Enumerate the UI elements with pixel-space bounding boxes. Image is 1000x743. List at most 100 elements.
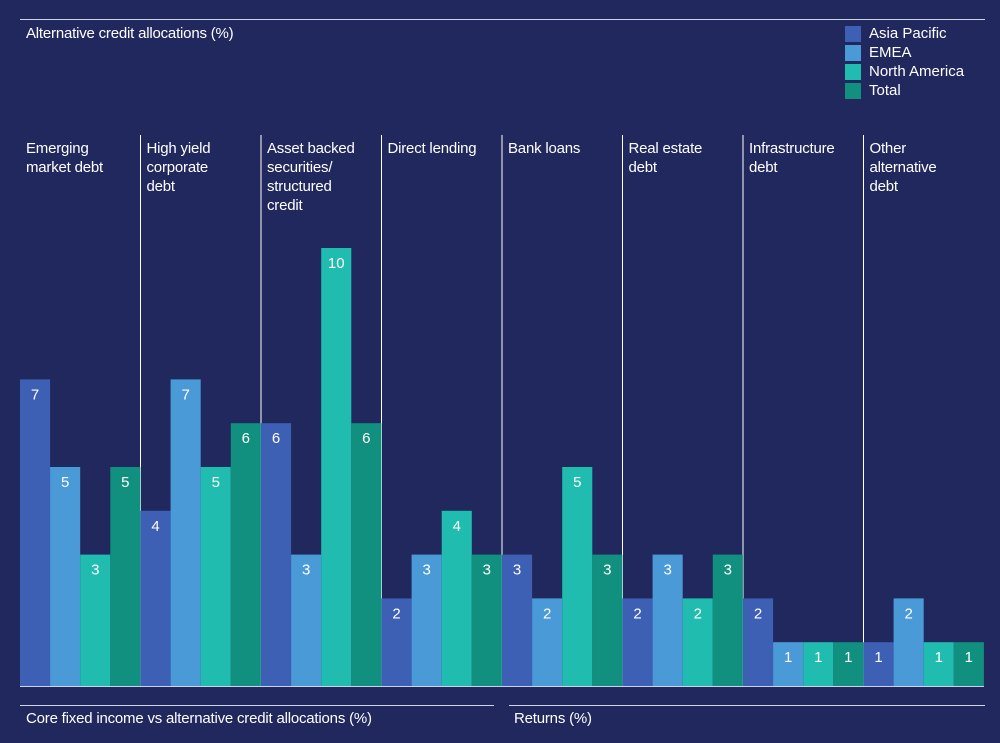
category-label-line: debt	[629, 159, 658, 176]
value-label-emerging-market-debt-emea: 5	[61, 474, 69, 491]
footer-left-title: Core fixed income vs alternative credit …	[26, 710, 372, 727]
category-label-line: Direct lending	[388, 140, 477, 157]
bar-emerging-market-debt-asia-pacific	[20, 379, 51, 686]
legend-label-emea: EMEA	[869, 44, 912, 61]
legend-label-asia-pacific: Asia Pacific	[869, 25, 947, 42]
category-label-line: structured	[267, 178, 332, 195]
category-label-asset-backed-securities-structured-credit: Asset backed securities/structured credit	[267, 140, 355, 214]
category-label-line: corporate	[147, 159, 209, 176]
bar-emerging-market-debt-total	[110, 467, 141, 686]
value-label-high-yield-corporate-debt-asia-pacific: 4	[151, 518, 159, 535]
category-label-line: debt	[749, 159, 778, 176]
category-label-other-alternative-debt: Other alternative debt	[870, 140, 937, 195]
chart-title: Alternative credit allocations (%)	[26, 25, 234, 42]
category-label-line: Real estate	[629, 140, 703, 157]
legend-label-total: Total	[869, 82, 901, 99]
value-label-real-estate-debt-total: 3	[724, 562, 732, 579]
value-label-other-alternative-debt-asia-pacific: 1	[874, 649, 882, 666]
bar-real-estate-debt-total	[712, 554, 743, 686]
category-label-line: Asset backed	[267, 140, 355, 157]
bar-real-estate-debt-asia-pacific	[622, 598, 653, 686]
bar-asset-backed-securities-structured-credit-emea	[291, 554, 322, 686]
value-label-real-estate-debt-north-america: 2	[694, 605, 702, 622]
bar-high-yield-corporate-debt-asia-pacific	[140, 510, 171, 686]
bar-asset-backed-securities-structured-credit-asia-pacific	[261, 423, 292, 686]
value-label-real-estate-debt-emea: 3	[663, 562, 671, 579]
bar-high-yield-corporate-debt-total	[230, 423, 261, 686]
legend-swatch-asia-pacific	[845, 25, 861, 42]
bar-high-yield-corporate-debt-north-america	[200, 467, 231, 686]
category-label-line: market debt	[26, 159, 104, 176]
bar-emerging-market-debt-north-america	[80, 554, 111, 686]
bar-direct-lending-total	[471, 554, 502, 686]
bar-other-alternative-debt-asia-pacific	[863, 642, 894, 686]
value-label-direct-lending-north-america: 4	[453, 518, 461, 535]
bar-infrastructure-debt-asia-pacific	[743, 598, 774, 686]
category-label-line: Infrastructure	[749, 140, 835, 157]
category-label-direct-lending: Direct lending	[388, 140, 477, 157]
footer-left-rule	[20, 705, 494, 706]
value-label-asset-backed-securities-structured-credit-total: 6	[362, 430, 370, 447]
value-label-high-yield-corporate-debt-north-america: 5	[212, 474, 220, 491]
value-label-other-alternative-debt-total: 1	[965, 649, 973, 666]
legend-item-north-america: North America	[845, 62, 964, 81]
value-label-emerging-market-debt-north-america: 3	[91, 562, 99, 579]
bar-asset-backed-securities-structured-credit-north-america	[321, 248, 352, 686]
category-label-line: High yield	[147, 140, 211, 157]
bar-direct-lending-asia-pacific	[381, 598, 412, 686]
category-label-line: Bank loans	[508, 140, 580, 157]
legend-item-total: Total	[845, 81, 964, 100]
value-label-direct-lending-asia-pacific: 2	[392, 605, 400, 622]
legend-item-emea: EMEA	[845, 43, 964, 62]
value-label-infrastructure-debt-emea: 1	[784, 649, 792, 666]
category-label-line: Other	[870, 140, 907, 157]
bar-bank-loans-asia-pacific	[502, 554, 533, 686]
category-label-line: credit	[267, 197, 304, 214]
bar-asset-backed-securities-structured-credit-total	[351, 423, 382, 686]
bar-infrastructure-debt-emea	[773, 642, 804, 686]
category-label-line: debt	[147, 178, 176, 195]
bar-other-alternative-debt-total	[953, 642, 984, 686]
bar-bank-loans-north-america	[562, 467, 593, 686]
bar-real-estate-debt-north-america	[682, 598, 713, 686]
legend-label-north-america: North America	[869, 63, 965, 80]
value-label-real-estate-debt-asia-pacific: 2	[633, 605, 641, 622]
bar-direct-lending-north-america	[441, 510, 472, 686]
value-label-emerging-market-debt-total: 5	[121, 474, 129, 491]
value-label-asset-backed-securities-structured-credit-emea: 3	[302, 562, 310, 579]
legend: Asia Pacific EMEA North America Total	[845, 24, 964, 100]
bar-other-alternative-debt-north-america	[923, 642, 954, 686]
category-label-line: alternative	[870, 159, 937, 176]
bar-direct-lending-emea	[411, 554, 442, 686]
legend-item-asia-pacific: Asia Pacific	[845, 24, 964, 43]
value-label-bank-loans-asia-pacific: 3	[513, 562, 521, 579]
value-label-asset-backed-securities-structured-credit-asia-pacific: 6	[272, 430, 280, 447]
value-label-infrastructure-debt-asia-pacific: 2	[754, 605, 762, 622]
category-label-line: securities/	[267, 159, 333, 176]
bar-infrastructure-debt-north-america	[803, 642, 834, 686]
value-label-other-alternative-debt-emea: 2	[904, 605, 912, 622]
legend-swatch-emea	[845, 44, 861, 61]
category-label-line: debt	[870, 178, 899, 195]
bar-emerging-market-debt-emea	[50, 467, 81, 686]
value-label-high-yield-corporate-debt-emea: 7	[181, 386, 189, 403]
value-label-infrastructure-debt-north-america: 1	[814, 649, 822, 666]
footer-right-rule	[509, 705, 985, 706]
value-label-infrastructure-debt-total: 1	[844, 649, 852, 666]
bar-bank-loans-total	[592, 554, 623, 686]
value-label-direct-lending-total: 3	[483, 562, 491, 579]
bar-high-yield-corporate-debt-emea	[170, 379, 201, 686]
value-label-direct-lending-emea: 3	[422, 562, 430, 579]
value-label-high-yield-corporate-debt-total: 6	[242, 430, 250, 447]
bar-other-alternative-debt-emea	[893, 598, 924, 686]
legend-swatch-north-america	[845, 63, 861, 80]
category-label-high-yield-corporate-debt: High yield corporate debt	[147, 140, 211, 195]
value-label-bank-loans-north-america: 5	[573, 474, 581, 491]
value-label-asset-backed-securities-structured-credit-north-america: 10	[328, 255, 345, 272]
legend-swatch-total	[845, 82, 861, 99]
category-label-infrastructure-debt: Infrastructure debt	[749, 140, 835, 176]
top-rule	[20, 19, 985, 20]
bar-bank-loans-emea	[532, 598, 563, 686]
category-label-bank-loans: Bank loans	[508, 140, 580, 157]
